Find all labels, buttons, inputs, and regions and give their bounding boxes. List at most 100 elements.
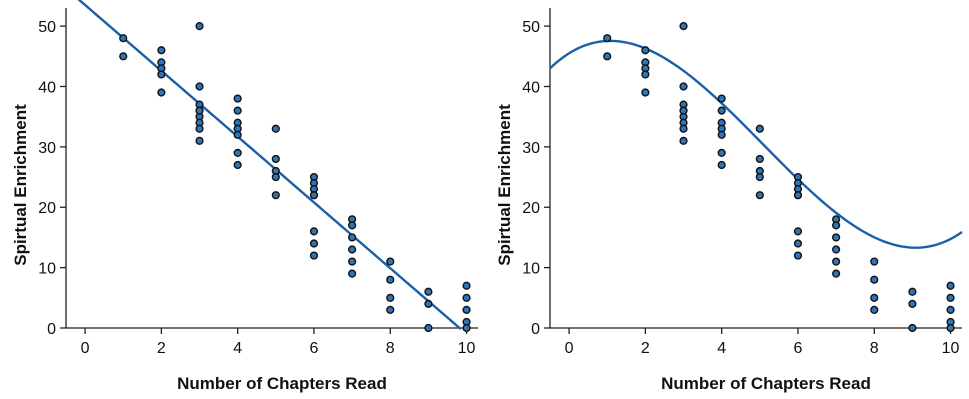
data-point xyxy=(755,154,764,164)
data-point xyxy=(641,70,650,79)
data-point xyxy=(424,287,433,296)
data-point xyxy=(271,191,280,200)
y-tick-label: 10 xyxy=(38,261,56,278)
x-tick-label: 2 xyxy=(157,340,166,357)
x-tick-label: 6 xyxy=(310,340,319,357)
data-point xyxy=(386,293,395,302)
y-tick-label: 10 xyxy=(522,261,540,278)
data-point xyxy=(424,323,433,333)
left-scatter-linear-fit: Spirtual Enrichment Number of Chapters R… xyxy=(11,0,478,393)
data-point xyxy=(271,154,280,164)
data-point xyxy=(679,82,688,91)
x-tick-label: 10 xyxy=(458,340,476,357)
data-point xyxy=(119,34,128,43)
data-point xyxy=(793,191,803,200)
data-point xyxy=(946,305,955,314)
data-point xyxy=(870,305,879,314)
data-point xyxy=(870,275,879,284)
data-point xyxy=(717,148,726,158)
data-point xyxy=(309,251,319,260)
data-point xyxy=(793,251,803,260)
data-point xyxy=(386,275,395,284)
data-point xyxy=(348,245,357,254)
data-point xyxy=(603,52,612,61)
data-point xyxy=(309,191,319,200)
data-point xyxy=(195,22,204,31)
y-axis-label: Spirtual Enrichment xyxy=(495,104,514,266)
x-tick-label: 4 xyxy=(233,340,242,357)
x-tick-label: 8 xyxy=(386,340,395,357)
x-tick-label: 0 xyxy=(81,340,90,357)
data-point xyxy=(348,269,357,278)
fit-line xyxy=(77,0,462,331)
data-point xyxy=(233,130,242,139)
y-tick-label: 50 xyxy=(38,19,56,36)
y-tick-label: 30 xyxy=(522,140,540,157)
data-point xyxy=(679,136,688,145)
x-axis-label: Number of Chapters Read xyxy=(661,374,871,393)
data-point xyxy=(832,269,841,278)
y-tick-label: 40 xyxy=(522,79,540,96)
data-point xyxy=(679,22,688,31)
data-point xyxy=(832,257,841,266)
data-point xyxy=(348,221,357,230)
y-tick-label: 40 xyxy=(38,79,56,96)
data-point xyxy=(832,221,841,230)
data-point xyxy=(309,239,319,248)
data-point xyxy=(157,46,166,55)
data-point xyxy=(946,293,955,302)
data-point xyxy=(271,172,280,182)
data-point xyxy=(462,323,471,333)
x-tick-label: 8 xyxy=(870,340,879,357)
y-axis-label: Spirtual Enrichment xyxy=(11,104,30,266)
data-point xyxy=(309,227,319,236)
data-point xyxy=(195,124,204,133)
data-point xyxy=(717,130,726,139)
data-point xyxy=(946,281,955,290)
x-axis-label: Number of Chapters Read xyxy=(177,374,387,393)
data-point xyxy=(717,160,726,170)
data-point xyxy=(386,257,395,266)
data-point xyxy=(462,293,471,302)
data-point xyxy=(386,305,395,314)
data-point xyxy=(946,323,955,333)
data-point xyxy=(462,281,471,290)
data-point xyxy=(832,245,841,254)
data-point xyxy=(462,305,471,314)
x-tick-label: 4 xyxy=(717,340,726,357)
data-point xyxy=(195,106,204,115)
y-tick-label: 0 xyxy=(531,321,540,338)
x-tick-label: 10 xyxy=(942,340,960,357)
y-tick-label: 20 xyxy=(38,200,56,217)
data-point xyxy=(908,323,917,333)
y-tick-label: 0 xyxy=(47,321,56,338)
data-point xyxy=(348,257,357,266)
data-point xyxy=(233,160,242,170)
data-point xyxy=(679,124,688,133)
y-tick-label: 50 xyxy=(522,19,540,36)
data-point xyxy=(908,287,917,296)
data-point xyxy=(348,233,357,242)
data-point xyxy=(717,94,726,103)
data-point xyxy=(424,299,433,308)
data-point xyxy=(233,94,242,103)
data-point xyxy=(793,239,803,248)
y-tick-label: 30 xyxy=(38,140,56,157)
data-point xyxy=(870,293,879,302)
data-point xyxy=(870,257,879,266)
y-tick-label: 20 xyxy=(522,200,540,217)
fit-line xyxy=(549,39,963,249)
data-point xyxy=(755,124,764,133)
data-point xyxy=(157,70,166,79)
data-point xyxy=(793,227,803,236)
data-point xyxy=(679,106,688,115)
x-tick-label: 6 xyxy=(794,340,803,357)
data-point xyxy=(195,136,204,145)
data-point xyxy=(233,106,242,115)
data-point xyxy=(641,88,650,97)
data-point xyxy=(119,52,128,61)
data-point xyxy=(233,148,242,158)
x-tick-label: 2 xyxy=(641,340,650,357)
data-point xyxy=(717,106,726,115)
